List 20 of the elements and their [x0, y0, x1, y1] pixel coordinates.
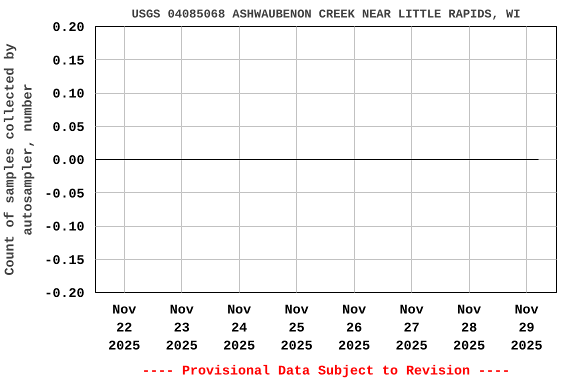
y-tick-label: 0.05	[52, 120, 85, 136]
y-axis-title: Count of samples collected by autosampler, number	[4, 44, 37, 276]
text: ---- Provisional Data Subject to Revision ----	[142, 364, 510, 380]
x-tick-label: Nov 28 2025	[453, 304, 486, 354]
x-tick-label: Nov 26 2025	[338, 304, 370, 354]
x-tick-label: Nov 23 2025	[166, 304, 198, 354]
y-tick-label: -0.15	[44, 254, 85, 269]
y-tick-label: -0.05	[44, 187, 85, 202]
chart-title: USGS 04085068 ASHWAUBENON CREEK NEAR LITTLE RAPIDS, WI	[132, 8, 520, 22]
y-tick-label: -0.10	[44, 220, 85, 236]
y-tick-label: 0.00	[52, 154, 85, 169]
x-tick-label: Nov 24 2025	[223, 304, 256, 354]
y-tick-label: -0.20	[44, 287, 85, 302]
y-tick-label: 0.10	[52, 88, 85, 102]
y-tick-label: 0.15	[52, 54, 85, 70]
x-tick-label: Nov 22 2025	[108, 304, 140, 354]
x-tick-label: Nov 25 2025	[280, 304, 313, 354]
x-tick-label: Nov 27 2025	[396, 304, 428, 354]
y-tick-label: 0.20	[52, 21, 85, 36]
x-tick-label: Nov 29 2025	[510, 304, 543, 354]
